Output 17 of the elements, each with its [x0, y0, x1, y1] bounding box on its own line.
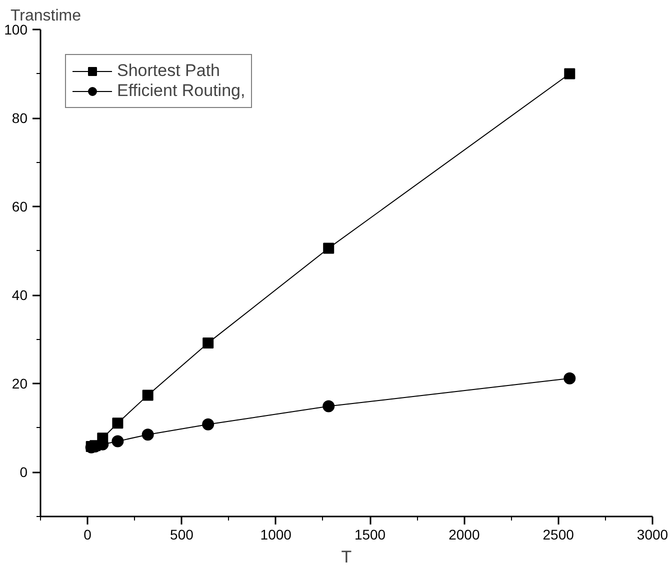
x-tick-label: 3000 — [636, 526, 668, 542]
x-tick-label: 0 — [84, 526, 92, 542]
y-tick-label: 20 — [12, 376, 28, 392]
y-tick-label: 40 — [12, 287, 28, 304]
y-tick-label: 100 — [4, 22, 28, 38]
x-tick-label: 500 — [170, 526, 194, 542]
y-tick-label: 80 — [12, 110, 28, 126]
y-axis-title: Transtime — [10, 8, 82, 24]
x-axis-title: T — [341, 548, 352, 566]
y-tick-label: 60 — [12, 198, 28, 215]
x-tick-label: 2500 — [542, 526, 574, 542]
x-tick-label: 2000 — [448, 526, 480, 542]
x-tick-label: 1500 — [354, 526, 386, 542]
legend-label: Efficient Routing, — [117, 81, 246, 101]
legend-label: Shortest Path — [117, 61, 220, 81]
y-tick-label: 0 — [20, 464, 28, 480]
x-tick-label: 1000 — [260, 526, 292, 542]
